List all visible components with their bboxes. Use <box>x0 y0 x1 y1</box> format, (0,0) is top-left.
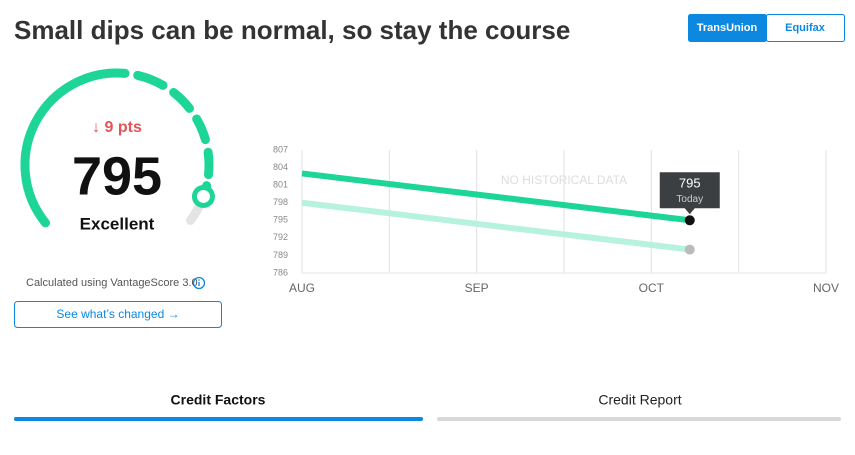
y-tick-label: 804 <box>273 162 288 172</box>
gauge-arc <box>20 68 130 228</box>
series-line <box>301 199 691 253</box>
chart-annotation: NO HISTORICAL DATA <box>501 173 627 187</box>
y-tick-label: 807 <box>273 144 288 154</box>
see-changes-button[interactable] <box>14 301 222 328</box>
tooltip-value: 795 <box>679 176 701 191</box>
info-circle <box>192 276 206 290</box>
tab-equifax[interactable] <box>766 14 845 42</box>
tooltip-note: Today <box>676 194 703 205</box>
end-point <box>684 215 695 226</box>
gauge-arc <box>133 70 168 90</box>
score-rating: Excellent <box>80 214 155 233</box>
x-tick-label: SEP <box>465 281 489 295</box>
series-line <box>301 170 691 224</box>
tooltip-box <box>659 172 720 215</box>
tab-label: Credit Report <box>598 392 681 408</box>
x-tick-label: AUG <box>289 281 315 295</box>
x-tick-label: NOV <box>813 281 839 295</box>
score-gauge <box>20 68 215 228</box>
y-tick-label: 801 <box>273 180 288 190</box>
y-tick-label: 795 <box>273 215 288 225</box>
y-tick-label: 792 <box>273 232 288 242</box>
score-change: ↓ 9 pts <box>92 119 142 136</box>
tab-label: TransUnion <box>697 22 758 34</box>
info-dot <box>198 279 200 281</box>
y-tick-label: 786 <box>273 267 288 277</box>
inactive-tab-bar[interactable] <box>437 417 841 421</box>
bureau-tabs: TransUnion Equifax <box>688 14 845 42</box>
score-note: Calculated using VantageScore 3.0 <box>26 277 198 289</box>
score-value: 795 <box>72 146 162 206</box>
gauge-arc <box>203 147 214 180</box>
score-chart: 786 789 792 795 798 801 804 807 AUG SEP OCT NOV NO H… <box>273 144 839 295</box>
page-title: Small dips can be normal, so stay the co… <box>14 15 570 45</box>
end-point <box>684 244 695 255</box>
gauge-arc <box>192 114 210 145</box>
tab-label: Equifax <box>785 22 826 34</box>
gauge-handle <box>191 184 215 208</box>
info-icon[interactable] <box>192 276 206 290</box>
y-tick-label: 798 <box>273 197 288 207</box>
tab-label: Credit Factors <box>171 392 266 408</box>
x-tick-label: OCT <box>639 281 665 295</box>
gauge-arc <box>169 88 194 113</box>
y-tick-label: 789 <box>273 250 288 260</box>
button-label: See what’s changed → <box>56 307 179 321</box>
active-tab-bar[interactable] <box>14 417 423 421</box>
